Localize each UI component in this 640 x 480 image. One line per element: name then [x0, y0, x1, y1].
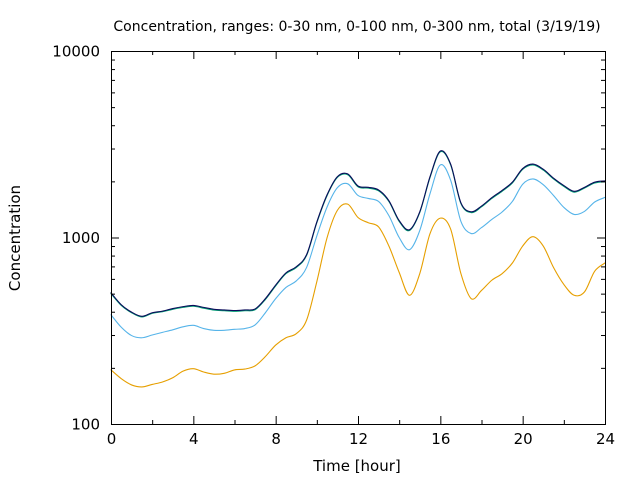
chart-title: Concentration, ranges: 0-30 nm, 0-100 nm… [113, 19, 600, 35]
y-tick-label: 1000 [62, 229, 100, 247]
x-tick-label: 20 [514, 430, 533, 448]
x-tick-label: 4 [189, 430, 199, 448]
y-tick-label: 10000 [52, 43, 100, 61]
x-tick-label: 16 [431, 430, 450, 448]
series-line-2 [110, 164, 606, 339]
y-tick-label: 100 [71, 416, 100, 434]
series-layer [110, 150, 606, 388]
x-tick-label: 8 [271, 430, 281, 448]
series-line-4 [110, 150, 606, 317]
plot-frame [111, 51, 606, 425]
x-tick-label: 0 [107, 430, 117, 448]
y-axis-label: Concentration [6, 185, 24, 291]
x-axis-label: Time [hour] [312, 457, 401, 475]
x-tick-label: 12 [349, 430, 368, 448]
x-tick-label: 24 [596, 430, 615, 448]
tick-layer: 0 4 8 12 16 20 24 100 1000 10000 [52, 43, 615, 449]
series-line-1 [110, 203, 606, 388]
series-line-3 [110, 150, 606, 318]
